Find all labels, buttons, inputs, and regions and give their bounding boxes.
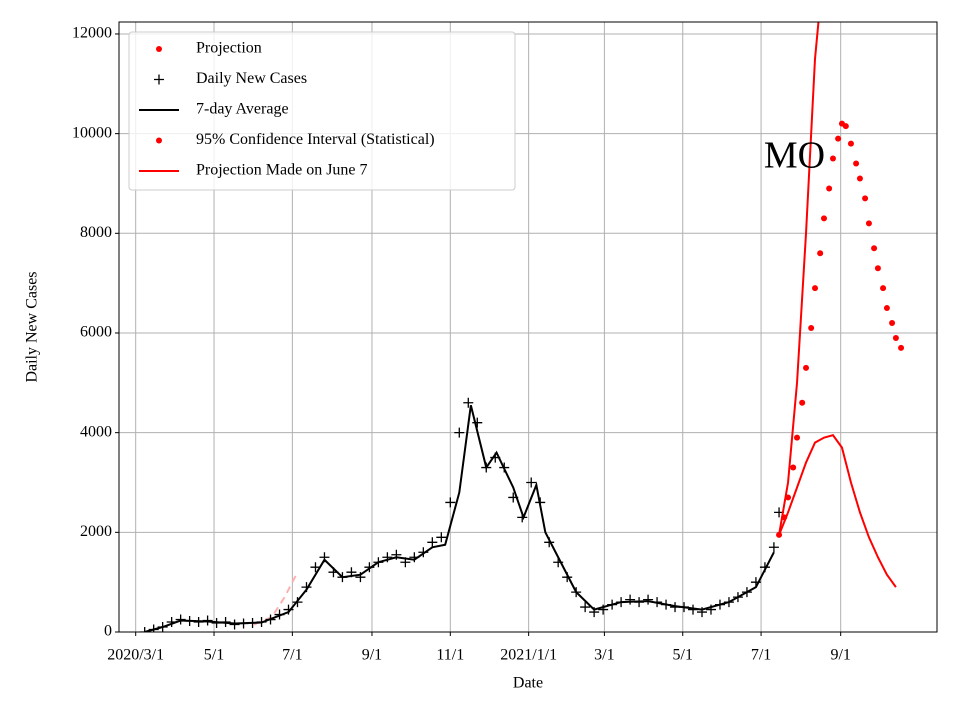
y-tick-label: 8000 <box>80 224 112 241</box>
legend-box <box>128 31 516 191</box>
projection-dot <box>817 250 824 257</box>
projection-dot <box>808 324 815 331</box>
projection-dot <box>829 155 836 162</box>
projection-dot <box>820 215 827 222</box>
x-tick-label: 5/1 <box>204 647 224 664</box>
projection-dot <box>799 399 806 406</box>
projection-dot <box>776 531 783 538</box>
case-marker <box>643 594 654 605</box>
series-line <box>778 433 897 588</box>
legend-label: 7-day Average <box>196 101 289 118</box>
legend-marker <box>156 46 162 52</box>
projection-dot <box>835 135 842 142</box>
projection-dot <box>826 185 833 192</box>
projection-dot <box>794 434 801 441</box>
projection-dot <box>853 160 860 167</box>
x-tick-label: 7/1 <box>282 647 302 664</box>
case-marker <box>580 602 591 613</box>
x-tick-label: 9/1 <box>830 647 850 664</box>
case-marker <box>445 497 456 508</box>
x-tick-label: 9/1 <box>362 647 382 664</box>
projection-dot <box>862 195 869 202</box>
projection-dot <box>785 494 792 501</box>
legend-label: 95% Confidence Interval (Statistical) <box>196 131 435 148</box>
y-tick-label: 2000 <box>80 523 112 540</box>
x-tick-label: 5/1 <box>673 647 693 664</box>
case-marker <box>768 542 779 553</box>
projection-dot <box>803 364 810 371</box>
case-marker <box>526 477 537 488</box>
series-line <box>144 405 775 632</box>
projection-dot <box>889 320 896 327</box>
case-marker <box>436 532 447 543</box>
x-tick-label: 2020/3/1 <box>107 647 164 664</box>
projection-dot <box>781 514 788 521</box>
case-marker <box>427 537 438 548</box>
y-tick-label: 10000 <box>72 124 112 141</box>
case-marker <box>472 417 483 428</box>
y-tick-label: 12000 <box>72 25 112 42</box>
projection-dot <box>865 220 872 227</box>
projection-dot <box>892 334 899 341</box>
projection-dot <box>812 285 819 292</box>
projection-dot <box>856 175 863 182</box>
projection-dot <box>871 245 878 252</box>
y-tick-label: 0 <box>104 623 112 640</box>
projection-dot <box>847 140 854 147</box>
case-marker <box>625 594 636 605</box>
annotation: MO <box>764 134 825 176</box>
x-tick-label: 2021/1/1 <box>500 647 557 664</box>
projection-dot <box>898 344 905 351</box>
case-marker <box>463 397 474 408</box>
legend-marker <box>154 74 164 85</box>
x-axis-label: Date <box>513 675 543 692</box>
case-marker <box>139 627 150 632</box>
axes-frame <box>118 21 938 633</box>
legend-label: Projection Made on June 7 <box>196 162 368 179</box>
x-tick-label: 3/1 <box>594 647 614 664</box>
plot-area <box>139 22 905 632</box>
case-marker <box>454 427 465 438</box>
y-tick-label: 6000 <box>80 324 112 341</box>
x-tick-label: 7/1 <box>751 647 771 664</box>
projection-dot <box>883 305 890 312</box>
projection-dot <box>790 464 797 471</box>
legend-marker <box>156 137 162 144</box>
series-line <box>778 22 820 535</box>
projection-dot <box>842 123 849 130</box>
legend-label: Projection <box>196 40 262 57</box>
x-tick-label: 11/1 <box>436 647 464 664</box>
projection-dot <box>880 285 887 292</box>
legend-label: Daily New Cases <box>196 70 307 87</box>
y-tick-label: 4000 <box>80 423 112 440</box>
y-axis-label: Daily New Cases <box>24 271 41 382</box>
projection-dot <box>874 265 881 272</box>
